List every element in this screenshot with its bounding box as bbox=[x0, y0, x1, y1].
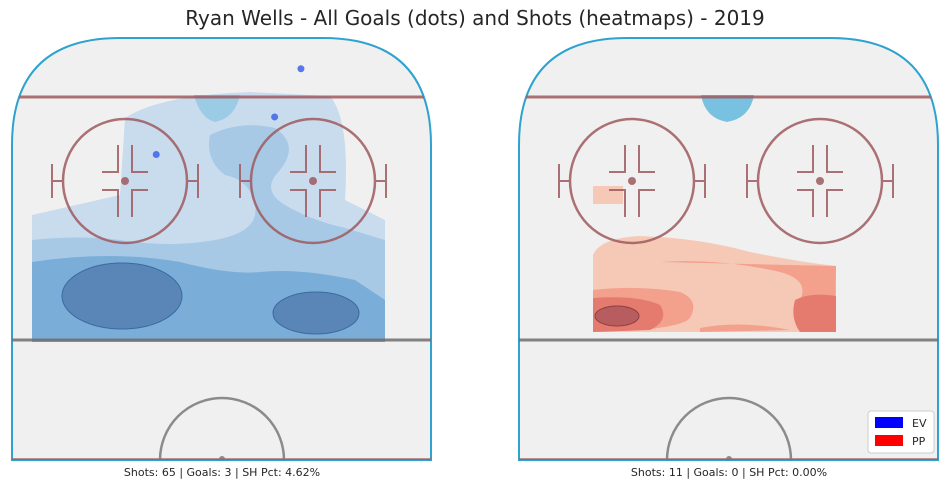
legend-label-ev: EV bbox=[912, 417, 927, 430]
legend-swatch-ev bbox=[875, 417, 903, 428]
pp-hotspot bbox=[594, 305, 640, 327]
rink-markings-ev bbox=[12, 95, 431, 460]
ev-goal-dots bbox=[152, 65, 305, 158]
center-circle bbox=[158, 396, 286, 460]
goal-dot bbox=[271, 113, 279, 121]
legend: EV PP bbox=[867, 410, 935, 454]
ev-heatmap bbox=[32, 92, 385, 342]
rink-ev bbox=[11, 37, 432, 461]
center-circle bbox=[665, 396, 793, 460]
goal-dot bbox=[297, 65, 305, 73]
rink-pp bbox=[518, 37, 939, 461]
pp-heatmap bbox=[593, 95, 836, 332]
goal-dot bbox=[152, 150, 160, 158]
ev-hotspot-left bbox=[61, 262, 183, 330]
chart-title: Ryan Wells - All Goals (dots) and Shots … bbox=[185, 6, 765, 30]
pp-caption: Shots: 11 | Goals: 0 | SH Pct: 0.00% bbox=[631, 466, 827, 479]
ev-caption: Shots: 65 | Goals: 3 | SH Pct: 4.62% bbox=[124, 466, 320, 479]
legend-swatch-pp bbox=[875, 435, 903, 446]
ev-hotspot-right bbox=[272, 291, 360, 335]
rink-markings-pp bbox=[519, 95, 938, 460]
legend-label-pp: PP bbox=[912, 435, 926, 448]
